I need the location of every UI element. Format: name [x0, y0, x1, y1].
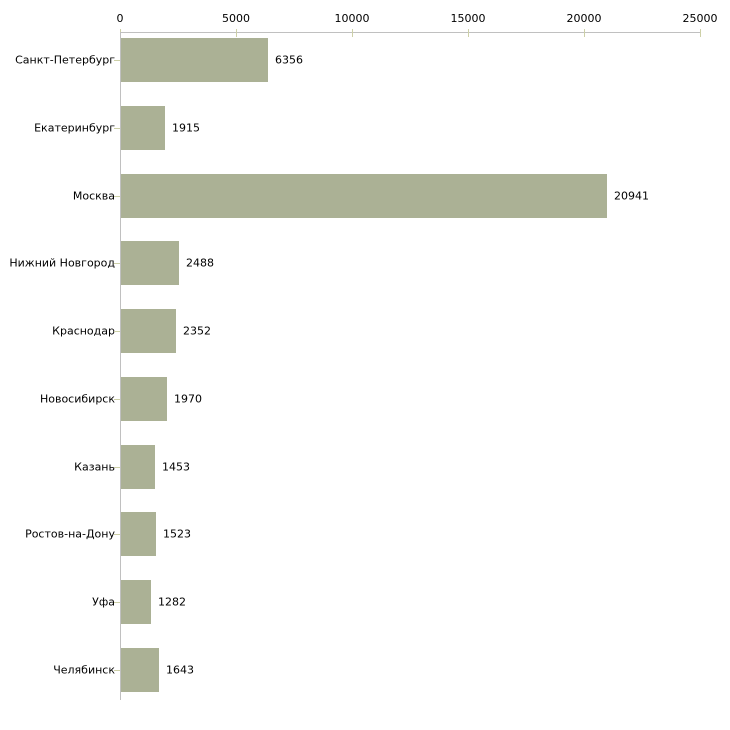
- category-tick-mark: [114, 467, 120, 468]
- category-label: Краснодар: [52, 324, 115, 338]
- category-tick-mark: [114, 60, 120, 61]
- category-tick-mark: [114, 602, 120, 603]
- x-axis-tick-label: 0: [116, 12, 124, 25]
- value-label: 1643: [166, 663, 194, 677]
- x-axis-tick-label: 20000: [566, 12, 602, 25]
- category-label: Екатеринбург: [34, 121, 115, 135]
- category-label: Санкт-Петербург: [15, 53, 115, 67]
- bar: [121, 512, 156, 557]
- left-axis-line: [120, 32, 121, 700]
- bar: [121, 444, 155, 489]
- category-label: Москва: [72, 189, 115, 202]
- bar: [121, 173, 607, 218]
- category-label: Уфа: [92, 595, 115, 609]
- category-label: Новосибирск: [39, 392, 115, 406]
- value-label: 20941: [614, 189, 649, 202]
- category-label: Нижний Новгород: [9, 256, 115, 270]
- value-label: 1970: [174, 392, 202, 406]
- category-tick-mark: [114, 263, 120, 264]
- value-label: 2488: [186, 256, 214, 270]
- category-tick-mark: [114, 128, 120, 129]
- bar: [121, 580, 151, 624]
- bar: [121, 376, 167, 421]
- category-tick-mark: [114, 331, 120, 332]
- bar: [121, 105, 165, 150]
- category-label: Челябинск: [53, 663, 115, 677]
- bar: [121, 309, 176, 353]
- top-axis-line: [120, 32, 701, 33]
- x-axis-tick-label: 5000: [222, 12, 250, 25]
- value-label: 1282: [158, 595, 186, 609]
- bar: [121, 38, 268, 82]
- value-label: 2352: [183, 324, 211, 338]
- value-label: 6356: [275, 53, 303, 67]
- category-label: Казань: [74, 460, 115, 473]
- category-tick-mark: [114, 670, 120, 671]
- x-axis-tick-mark: [584, 29, 585, 37]
- category-tick-mark: [114, 196, 120, 197]
- category-label: Ростов-на-Дону: [25, 527, 115, 541]
- x-axis-tick-mark: [700, 29, 701, 37]
- x-axis-tick-mark: [236, 29, 237, 37]
- bar: [121, 647, 159, 692]
- bar: [121, 241, 179, 286]
- x-axis-tick-mark: [352, 29, 353, 37]
- value-label: 1453: [162, 460, 190, 473]
- value-label: 1523: [163, 527, 191, 541]
- category-tick-mark: [114, 534, 120, 535]
- x-axis-tick-mark: [468, 29, 469, 37]
- x-axis-tick-label: 25000: [682, 12, 718, 25]
- x-axis-tick-label: 10000: [334, 12, 370, 25]
- x-axis-tick-label: 15000: [450, 12, 486, 25]
- category-tick-mark: [114, 399, 120, 400]
- value-label: 1915: [172, 121, 200, 135]
